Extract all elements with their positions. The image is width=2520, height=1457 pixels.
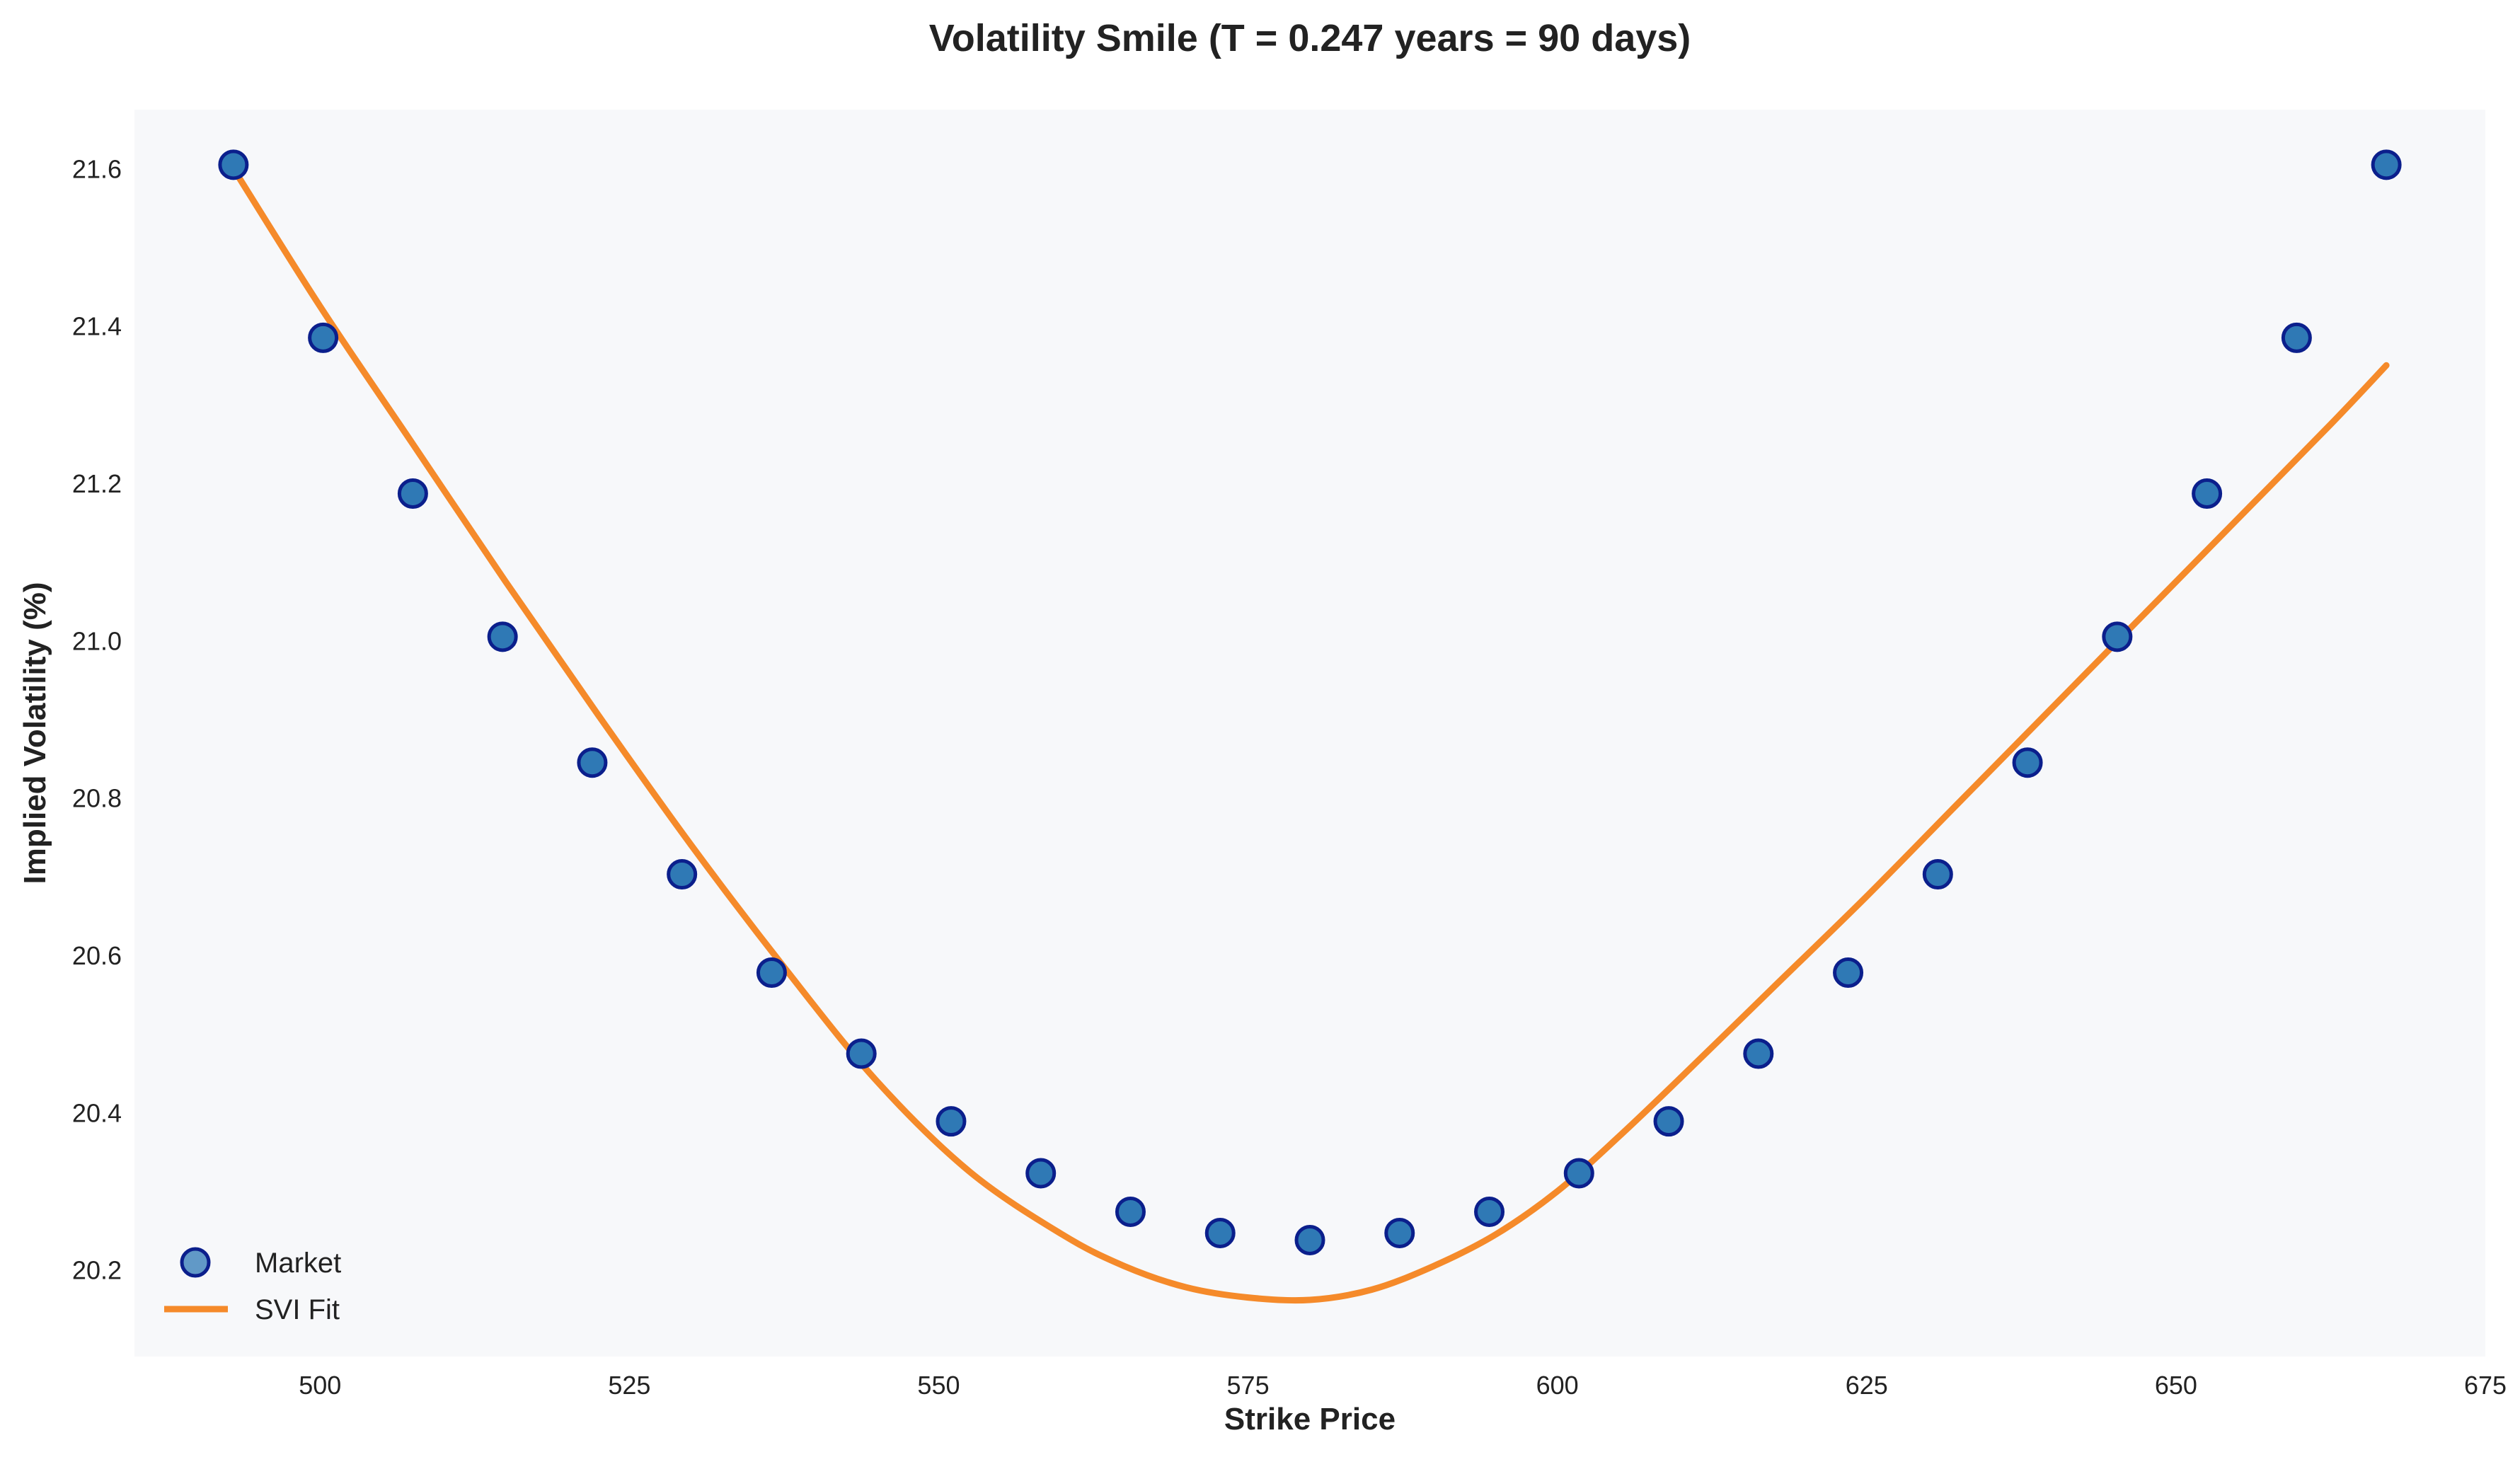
market-point bbox=[308, 322, 339, 353]
x-tick-label: 650 bbox=[2155, 1371, 2197, 1400]
legend-market-marker bbox=[180, 1247, 211, 1278]
market-point bbox=[667, 859, 698, 890]
market-points-layer bbox=[218, 149, 2402, 1255]
legend-svi-fit-label: SVI Fit bbox=[255, 1294, 340, 1325]
y-tick-label: 21.4 bbox=[72, 312, 122, 341]
svi-fit-layer bbox=[230, 165, 2390, 1304]
market-point bbox=[1384, 1217, 1415, 1248]
market-point bbox=[397, 478, 428, 509]
market-point bbox=[1204, 1217, 1236, 1248]
market-point bbox=[1474, 1196, 1505, 1227]
x-axis-ticks: 500 525 550 575 600 625 650 675 bbox=[299, 1371, 2507, 1400]
market-point bbox=[1653, 1106, 1684, 1137]
y-tick-label: 20.2 bbox=[72, 1256, 122, 1285]
market-point bbox=[487, 621, 518, 652]
y-tick-label: 20.8 bbox=[72, 784, 122, 813]
market-point bbox=[756, 957, 787, 989]
market-point bbox=[1025, 1158, 1057, 1189]
plot-area bbox=[134, 110, 2485, 1357]
market-point bbox=[936, 1106, 967, 1137]
y-axis-label: Implied Volatility (%) bbox=[18, 582, 52, 884]
y-tick-label: 20.6 bbox=[72, 941, 122, 970]
market-point bbox=[2192, 478, 2223, 509]
y-tick-label: 21.2 bbox=[72, 469, 122, 498]
market-point bbox=[1563, 1158, 1594, 1189]
x-tick-label: 575 bbox=[1227, 1371, 1270, 1400]
market-point bbox=[577, 747, 608, 778]
y-tick-label: 20.4 bbox=[72, 1098, 122, 1127]
x-tick-label: 500 bbox=[299, 1371, 341, 1400]
market-point bbox=[218, 149, 249, 180]
market-point bbox=[1743, 1038, 1774, 1069]
market-point bbox=[2102, 621, 2133, 652]
x-tick-label: 550 bbox=[917, 1371, 960, 1400]
x-tick-label: 525 bbox=[608, 1371, 650, 1400]
svi-fit-line bbox=[230, 165, 2390, 1304]
chart-title: Volatility Smile (T = 0.247 years = 90 d… bbox=[929, 17, 1691, 59]
market-point bbox=[2371, 149, 2402, 180]
market-point bbox=[2281, 322, 2312, 353]
market-point bbox=[1115, 1196, 1146, 1227]
y-tick-label: 21.6 bbox=[72, 154, 122, 183]
market-point bbox=[2012, 747, 2043, 778]
market-point bbox=[846, 1038, 877, 1069]
x-tick-label: 625 bbox=[1846, 1371, 1888, 1400]
x-tick-label: 600 bbox=[1536, 1371, 1579, 1400]
market-point bbox=[1922, 859, 1953, 890]
legend: Market SVI Fit bbox=[164, 1247, 341, 1325]
y-axis-ticks: 20.2 20.4 20.6 20.8 21.0 21.2 21.4 21.6 bbox=[72, 154, 122, 1284]
legend-market-label: Market bbox=[255, 1248, 341, 1279]
market-point bbox=[1833, 957, 1864, 989]
market-point bbox=[1294, 1224, 1325, 1255]
x-axis-label: Strike Price bbox=[1224, 1402, 1396, 1436]
y-tick-label: 21.0 bbox=[72, 626, 122, 655]
x-tick-label: 675 bbox=[2464, 1371, 2507, 1400]
